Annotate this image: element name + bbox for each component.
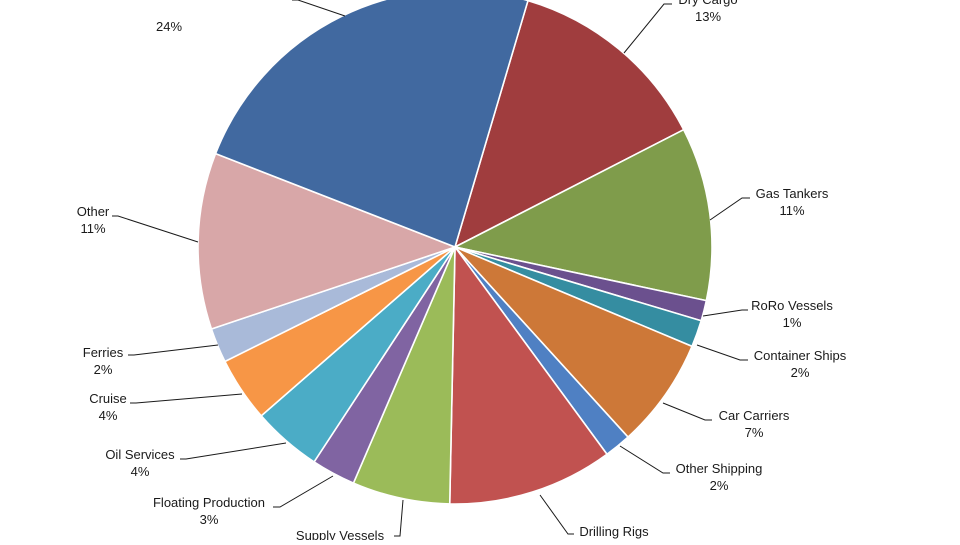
slice-label-gas-tankers: Gas Tankers [756, 186, 829, 201]
slice-percent-other-shipping: 2% [710, 478, 729, 493]
leader-line-roro-vessels [702, 309, 748, 317]
leader-line-cruise [130, 393, 243, 404]
slice-percent-roro-vessels: 1% [783, 315, 802, 330]
leader-line-unlabeled [292, 0, 346, 17]
slice-label-roro-vessels: RoRo Vessels [751, 298, 833, 313]
pie-slice-unlabeled [214, 0, 529, 249]
slice-label-supply-vessels: Supply Vessels [296, 528, 385, 540]
slice-label-car-carriers: Car Carriers [719, 408, 790, 423]
slice-percent-unlabeled: 24% [156, 19, 182, 34]
slice-percent-other: 11% [80, 221, 105, 236]
leader-line-dry-cargo [623, 3, 672, 54]
slice-label-other-shipping: Other Shipping [676, 461, 763, 476]
pie-slice-gas-tankers [452, 128, 713, 302]
slice-label-drilling-rigs: Drilling Rigs [579, 524, 649, 539]
leader-line-car-carriers [662, 402, 712, 421]
leader-line-other-shipping [619, 445, 670, 474]
leader-line-container-ships [696, 344, 748, 361]
leader-line-other [112, 215, 199, 243]
slice-label-oil-services: Oil Services [105, 447, 175, 462]
slice-percent-car-carriers: 7% [745, 425, 764, 440]
slice-percent-container-ships: 2% [791, 365, 810, 380]
leader-line-ferries [128, 344, 219, 356]
slice-label-floating-production: Floating Production [153, 495, 265, 510]
slice-label-dry-cargo: Dry Cargo [678, 0, 737, 7]
pie-slice-other [197, 152, 458, 331]
leader-line-floating-production [273, 475, 334, 508]
slice-percent-cruise: 4% [99, 408, 118, 423]
slice-label-ferries: Ferries [83, 345, 124, 360]
leader-line-gas-tankers [709, 197, 750, 221]
leader-line-supply-vessels [394, 499, 404, 537]
pie-slice-drilling-rigs [448, 244, 609, 505]
slice-percent-oil-services: 4% [131, 464, 150, 479]
pie-slice-dry-cargo [453, 0, 685, 249]
slice-percent-ferries: 2% [94, 362, 113, 377]
slice-percent-gas-tankers: 11% [779, 203, 804, 218]
leader-line-drilling-rigs [539, 494, 574, 535]
slice-percent-dry-cargo: 13% [695, 9, 721, 24]
leader-line-oil-services [180, 442, 287, 460]
slice-label-other: Other [77, 204, 110, 219]
slice-percent-floating-production: 3% [200, 512, 219, 527]
slice-label-container-ships: Container Ships [754, 348, 847, 363]
pie-slice-car-carriers [454, 246, 694, 439]
slice-label-cruise: Cruise [89, 391, 127, 406]
